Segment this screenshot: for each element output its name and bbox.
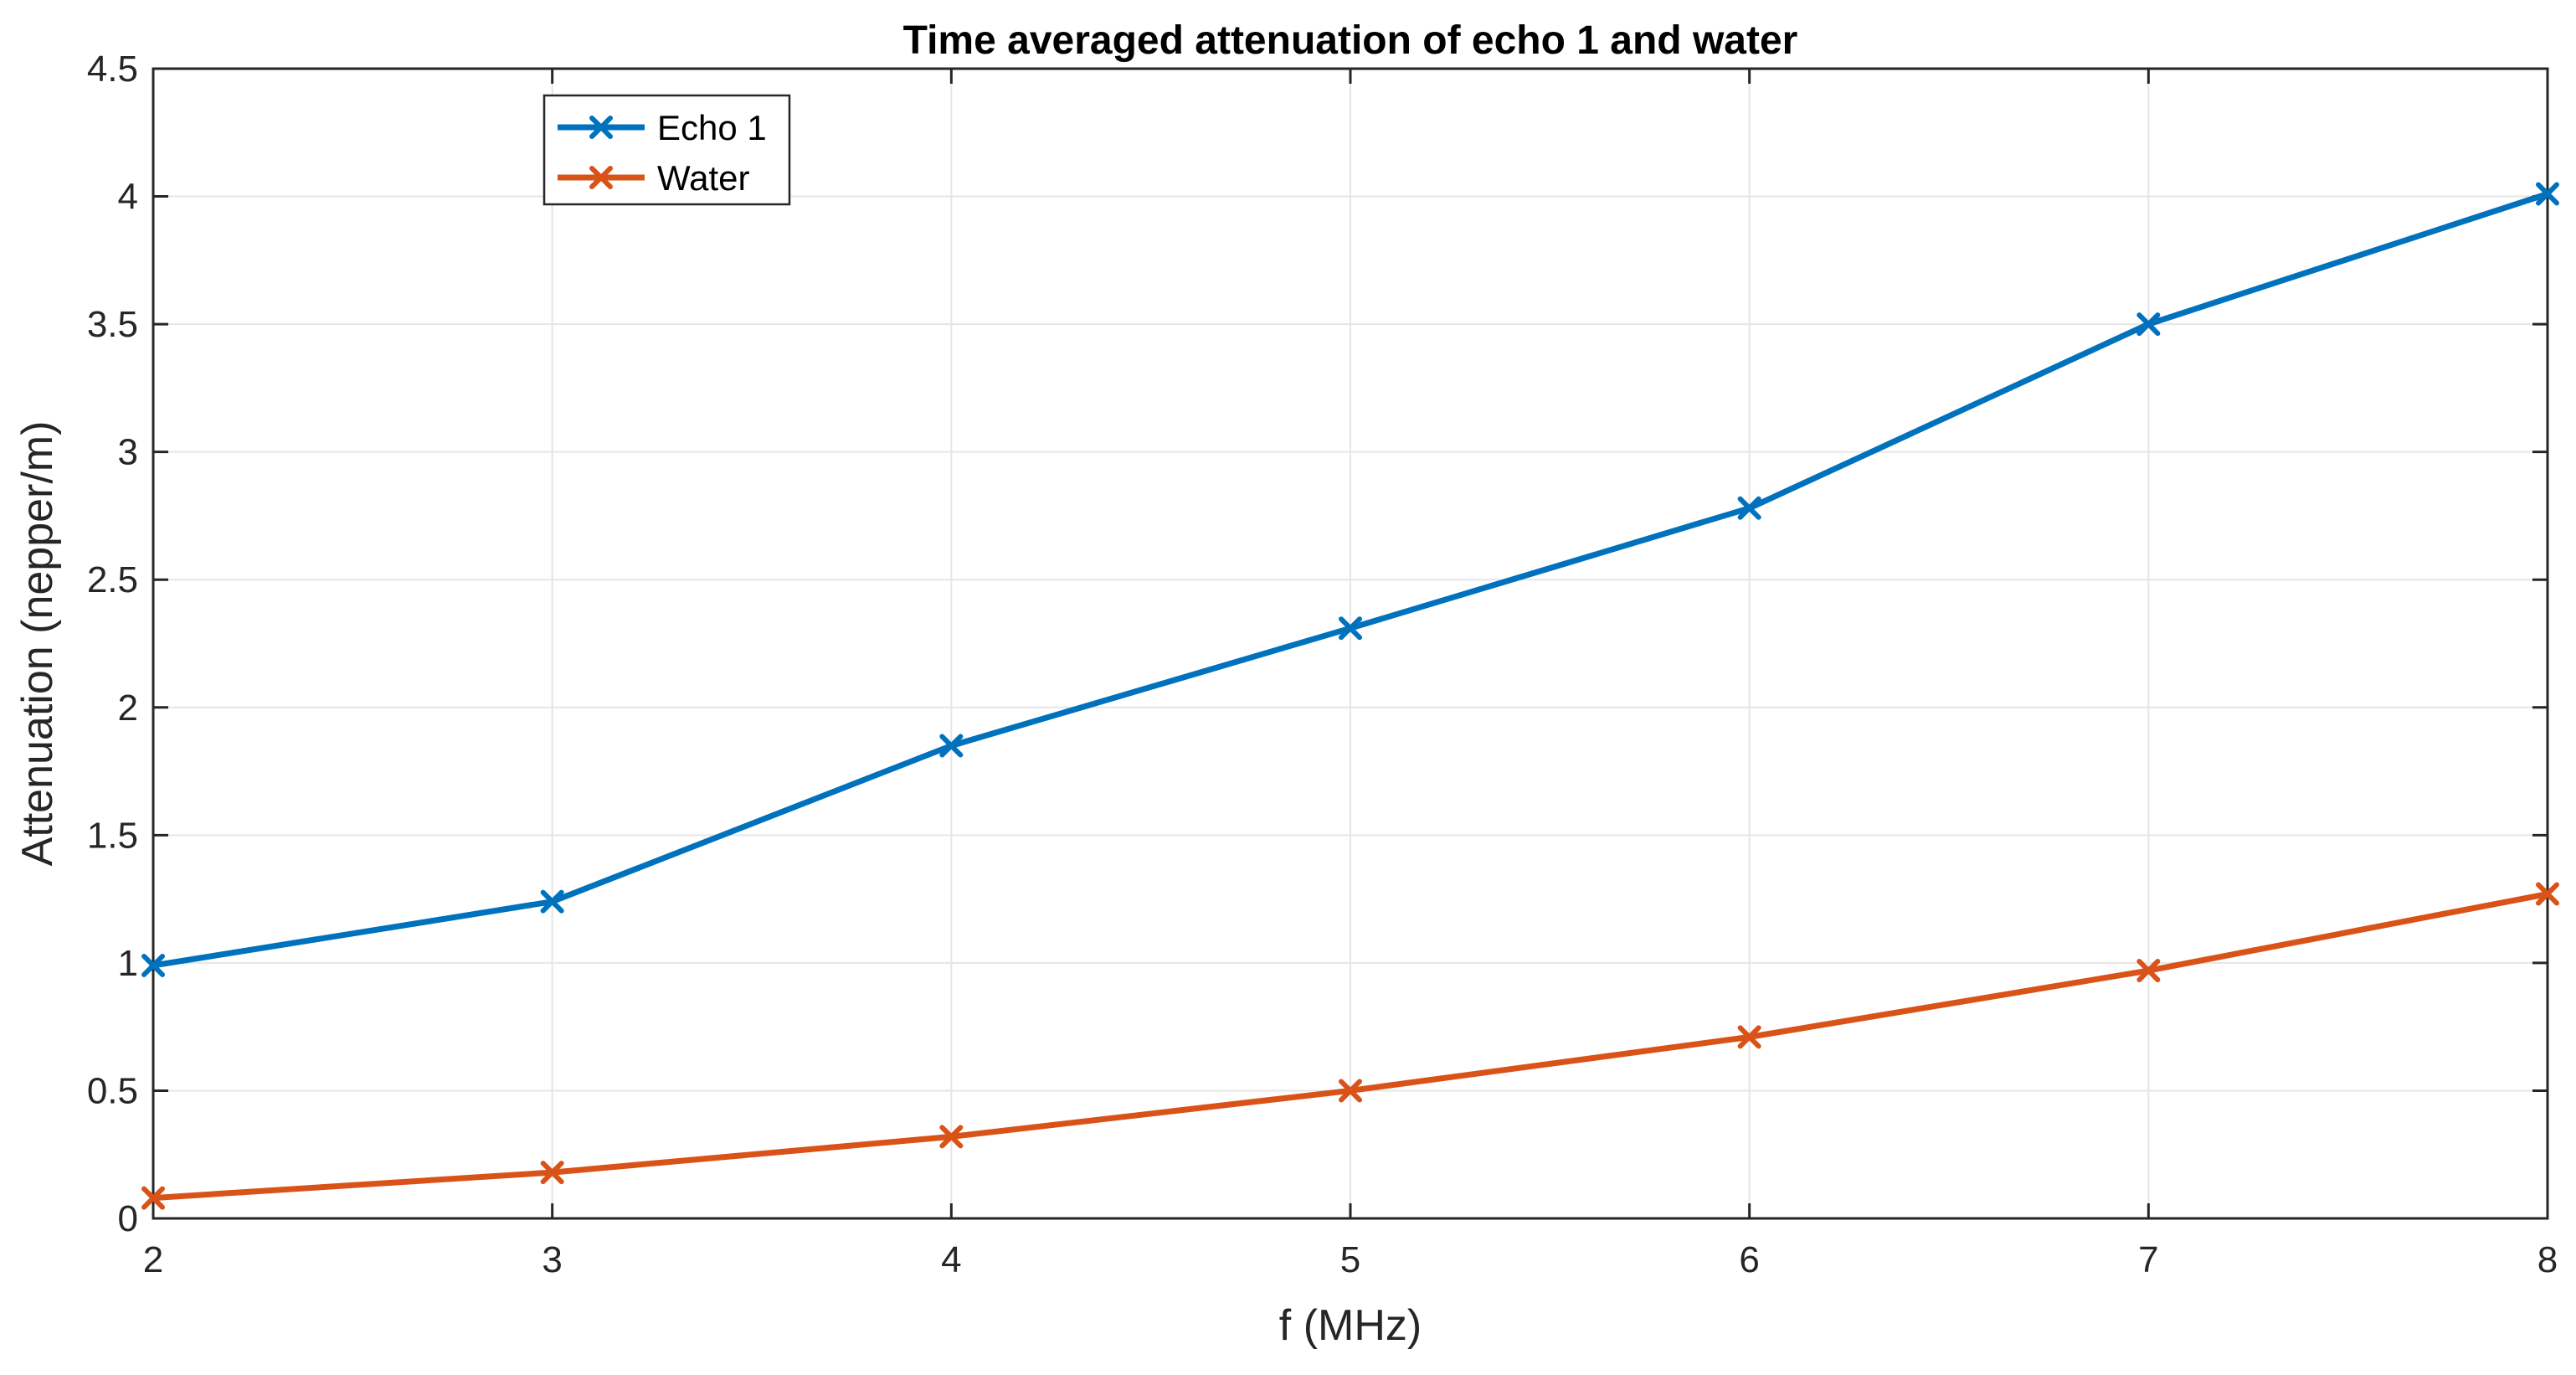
legend-marker-water [589,166,613,189]
data-point-water [141,1186,165,1210]
legend-box [542,94,791,206]
data-point-water [540,1161,564,1185]
x-axis-label: f (MHz) [1279,1301,1422,1350]
data-point-echo-1 [141,953,165,977]
data-point-water [1737,1025,1761,1049]
legend-marker-echo-1 [589,116,613,139]
y-tick-label: 0.5 [87,1070,138,1111]
data-point-water [2136,959,2161,983]
x-tick-label: 7 [2138,1239,2158,1280]
x-tick-label: 3 [542,1239,562,1280]
chart-title: Time averaged attenuation of echo 1 and … [903,18,1798,63]
data-point-echo-1 [1339,616,1362,641]
x-tick-label: 6 [1739,1239,1759,1280]
y-axis-label: Attenuation (nepper/m) [13,421,62,867]
y-tick-label: 2 [118,688,138,729]
legend-label: Echo 1 [657,108,767,147]
x-tick-label: 4 [941,1239,961,1280]
y-tick-label: 3 [118,432,138,473]
series [141,182,2559,1210]
data-point-water [1339,1079,1362,1103]
x-tick-label: 8 [2537,1239,2558,1280]
data-point-echo-1 [939,734,964,758]
y-tick-label: 3.5 [87,304,138,345]
legend-item-water: Water [558,158,749,198]
y-tick-label: 1.5 [87,815,138,856]
y-tick-label: 1 [118,943,138,984]
legend-item-echo-1: Echo 1 [558,108,767,147]
data-point-echo-1 [1737,496,1761,520]
data-point-water [2536,882,2559,906]
data-point-echo-1 [2136,312,2161,337]
data-point-water [939,1125,964,1149]
legend: Echo 1 Water [542,94,791,206]
axis-ticks: 2 3 4 5 6 7 8 0 0.5 1 1.5 2 2.5 3 3.5 4 4.5 [87,49,2558,1280]
data-point-echo-1 [2536,182,2559,206]
legend-label: Water [657,158,749,198]
data-point-echo-1 [540,889,564,914]
y-tick-label: 2.5 [87,559,138,600]
x-tick-label: 2 [143,1239,163,1280]
y-tick-label: 4 [118,177,138,218]
x-tick-label: 5 [1340,1239,1360,1280]
y-tick-label: 0 [118,1198,138,1239]
y-tick-label: 4.5 [87,49,138,90]
